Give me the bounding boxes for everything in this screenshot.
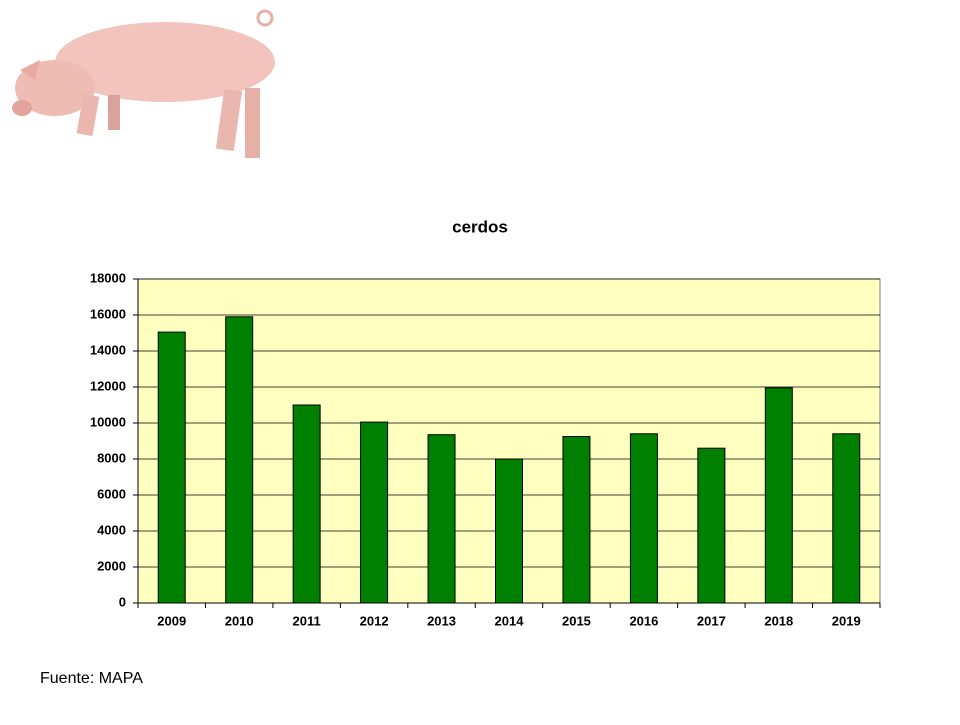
bar [427,434,456,604]
x-tick-label: 2015 [562,613,591,628]
bar [225,316,254,604]
x-tick-label: 2010 [225,613,254,628]
x-tick-label: 2014 [495,613,525,628]
bar [764,387,793,604]
y-tick-label: 2000 [97,558,126,573]
y-tick-label: 10000 [90,414,126,429]
x-tick-label: 2011 [293,613,321,628]
bar [832,433,861,604]
chart-title: cerdos [452,217,508,236]
bar [360,421,389,604]
y-tick-label: 6000 [97,486,126,501]
y-tick-label: 14000 [90,342,126,357]
x-tick-label: 2016 [629,613,658,628]
x-tick-label: 2012 [360,613,389,628]
bar [157,331,186,604]
y-tick-label: 0 [119,594,126,609]
x-tick-label: 2018 [764,613,793,628]
bar [629,433,658,604]
y-tick-label: 18000 [90,270,126,285]
y-tick-label: 16000 [90,306,126,321]
y-tick-label: 12000 [90,378,126,393]
x-tick-label: 2019 [832,613,861,628]
x-tick-label: 2013 [427,613,456,628]
bar [562,436,591,604]
x-tick-label: 2009 [157,613,186,628]
y-tick-label: 8000 [97,450,126,465]
y-tick-label: 4000 [97,522,126,537]
bar [697,447,726,604]
source-note: Fuente: MAPA [40,670,143,687]
bar [292,404,321,604]
pig-illustration [12,9,275,158]
bar [495,458,523,604]
x-tick-label: 2017 [697,613,726,628]
